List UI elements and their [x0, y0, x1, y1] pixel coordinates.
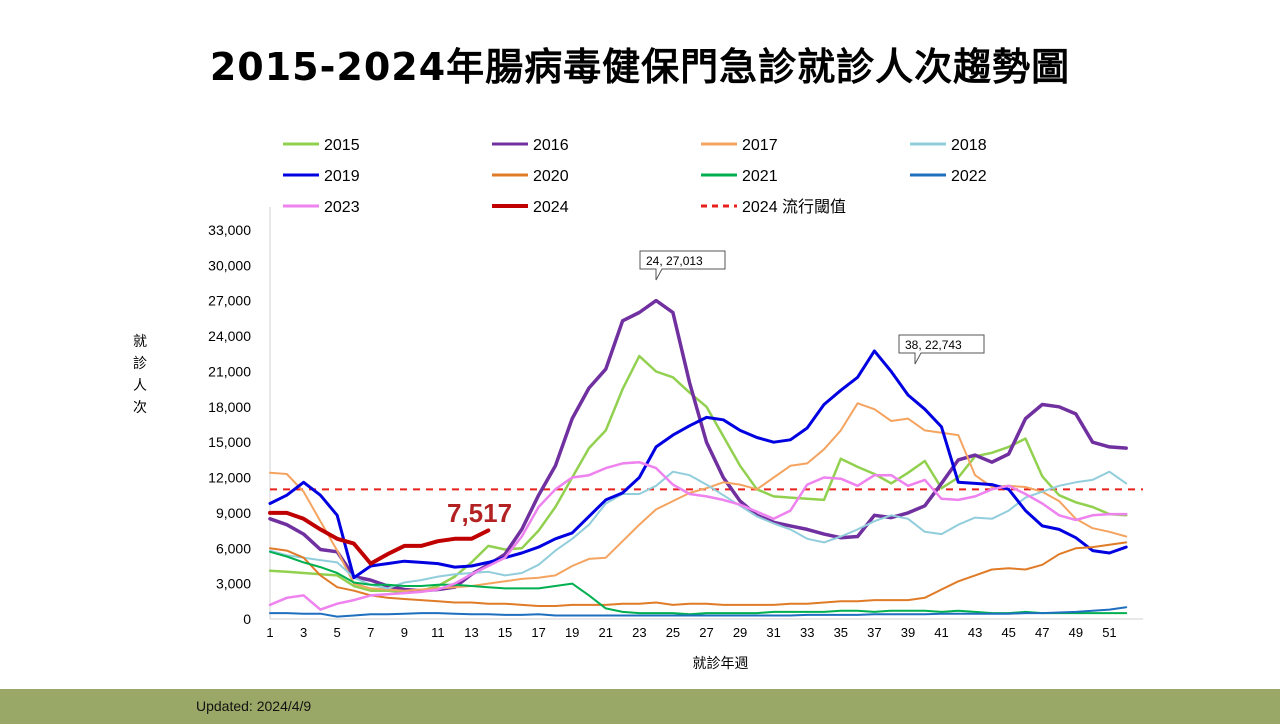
y-tick-label: 33,000: [208, 222, 251, 238]
legend-label: 2016: [533, 137, 569, 154]
x-axis-label: 就診年週: [693, 655, 749, 671]
legend-label: 2022: [951, 168, 987, 185]
x-tick-label: 43: [968, 625, 982, 640]
legend-item-2019: 2019: [283, 168, 360, 185]
x-tick-label: 47: [1035, 625, 1049, 640]
series-line-2021: [269, 550, 1128, 616]
callout-label: 24, 27,013: [646, 254, 703, 268]
callout-week-24: 24, 27,013: [639, 250, 726, 281]
x-tick-label: 3: [300, 625, 307, 640]
legend-label: 2018: [951, 137, 987, 154]
callout-box: [639, 250, 726, 281]
x-tick-label: 9: [401, 625, 408, 640]
y-tick-label: 9,000: [216, 505, 251, 521]
x-tick-label: 23: [632, 625, 646, 640]
legend-label: 2020: [533, 168, 569, 185]
footer-bar: Updated: 2024/4/9: [0, 689, 1280, 724]
series-line-2019: [268, 349, 1128, 580]
legend-label: 2015: [324, 137, 360, 154]
y-tick-label: 3,000: [216, 576, 251, 592]
series-line-2024: [268, 510, 491, 566]
updated-date: Updated: 2024/4/9: [196, 698, 312, 714]
series-line-2018: [269, 470, 1128, 590]
callout-week-38: 38, 22,743: [898, 334, 985, 365]
legend-item-2015: 2015: [283, 137, 360, 154]
callout-label: 38, 22,743: [905, 338, 962, 352]
legend-item-2023: 2023: [283, 199, 360, 216]
chart-axes: 0 3,000 6,000 9,000 12,000 15,000 18,000 21,000…: [133, 207, 1143, 671]
x-tick-label: 25: [666, 625, 680, 640]
x-tick-label: 51: [1102, 625, 1116, 640]
callout-box: [898, 334, 985, 365]
chart-legend: 2015 2016 2017 2018 2019 2020 2021 2022 2023 2024…: [283, 137, 987, 216]
legend-item-2022: 2022: [910, 168, 987, 185]
y-tick-label: 24,000: [208, 328, 251, 344]
legend-item-2024: 2024: [492, 199, 569, 216]
series-line-2023: [268, 460, 1128, 611]
x-tick-label: 27: [699, 625, 713, 640]
x-tick-label: 11: [431, 625, 445, 640]
current-value-label: 7,517: [447, 498, 512, 528]
legend-item-2020: 2020: [492, 168, 569, 185]
y-tick-label: 27,000: [208, 293, 251, 309]
x-tick-label: 33: [800, 625, 814, 640]
y-tick-label: 12,000: [208, 470, 251, 486]
x-tick-label: 49: [1069, 625, 1083, 640]
legend-label: 2024 流行閾值: [742, 198, 846, 216]
legend-item-2017: 2017: [701, 137, 778, 154]
x-tick-label: 45: [1001, 625, 1015, 640]
legend-item-2021: 2021: [701, 168, 778, 185]
x-tick-label: 17: [531, 625, 545, 640]
x-tick-label: 41: [934, 625, 948, 640]
chart-series: [268, 298, 1143, 618]
y-axis-label: 就診人次: [133, 333, 147, 415]
page-title: 2015-2024年腸病毒健保門急診就診人次趨勢圖: [209, 45, 1071, 89]
y-tick-label: 21,000: [208, 363, 251, 379]
x-tick-label: 19: [565, 625, 579, 640]
series-line-2015: [268, 354, 1128, 594]
legend-label: 2019: [324, 168, 360, 185]
x-tick-label: 5: [334, 625, 341, 640]
series-line-2022: [269, 606, 1128, 618]
y-tick-label: 0: [243, 611, 251, 627]
legend-label: 2021: [742, 168, 778, 185]
x-tick-label: 7: [367, 625, 374, 640]
legend-label: 2023: [324, 199, 360, 216]
legend-item-threshold: 2024 流行閾值: [701, 198, 846, 216]
legend-label: 2017: [742, 137, 778, 154]
legend-label: 2024: [533, 199, 569, 216]
y-tick-label: 6,000: [216, 540, 251, 556]
x-tick-label: 15: [498, 625, 512, 640]
x-tick-label: 31: [766, 625, 780, 640]
y-tick-label: 18,000: [208, 399, 251, 415]
y-tick-label: 15,000: [208, 434, 251, 450]
x-tick-label: 39: [901, 625, 915, 640]
x-tick-label: 35: [834, 625, 848, 640]
series-line-2020: [269, 541, 1128, 607]
x-tick-label: 1: [266, 625, 273, 640]
x-tick-label: 37: [867, 625, 881, 640]
y-tick-label: 30,000: [208, 257, 251, 273]
legend-item-2018: 2018: [910, 137, 987, 154]
series-line-2017: [269, 402, 1128, 592]
x-tick-label: 29: [733, 625, 747, 640]
x-tick-label: 13: [464, 625, 478, 640]
chart-annotations: 24, 27,013 38, 22,743 7,517: [447, 250, 985, 528]
x-tick-label: 21: [599, 625, 613, 640]
legend-item-2016: 2016: [492, 137, 569, 154]
